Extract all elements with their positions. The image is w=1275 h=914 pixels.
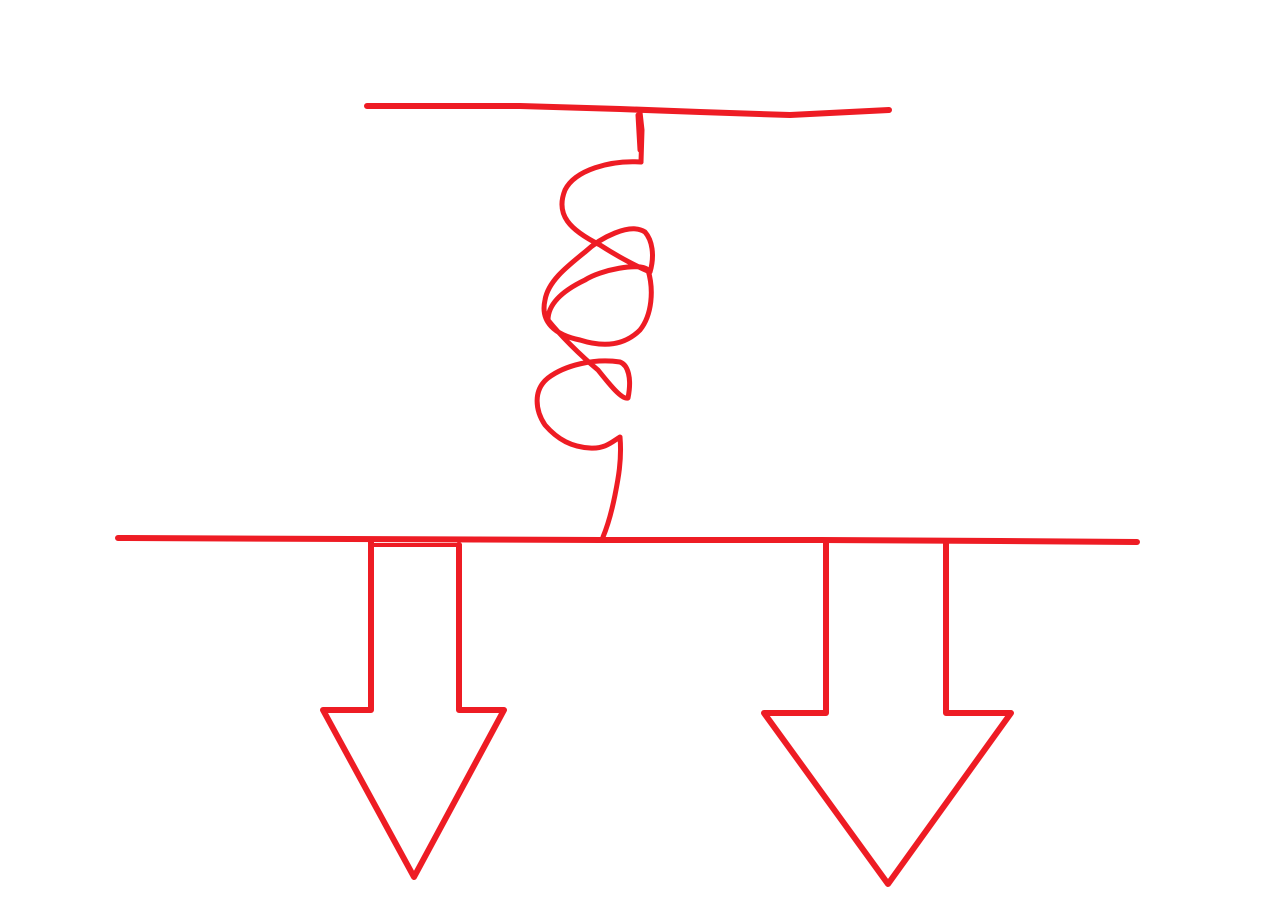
beam-line xyxy=(115,535,1140,545)
spring-icon xyxy=(534,109,655,540)
left-down-arrow-icon xyxy=(320,537,507,880)
top-support-line xyxy=(364,103,892,118)
right-down-arrow-icon xyxy=(761,538,1014,887)
spring-coil xyxy=(534,159,655,540)
